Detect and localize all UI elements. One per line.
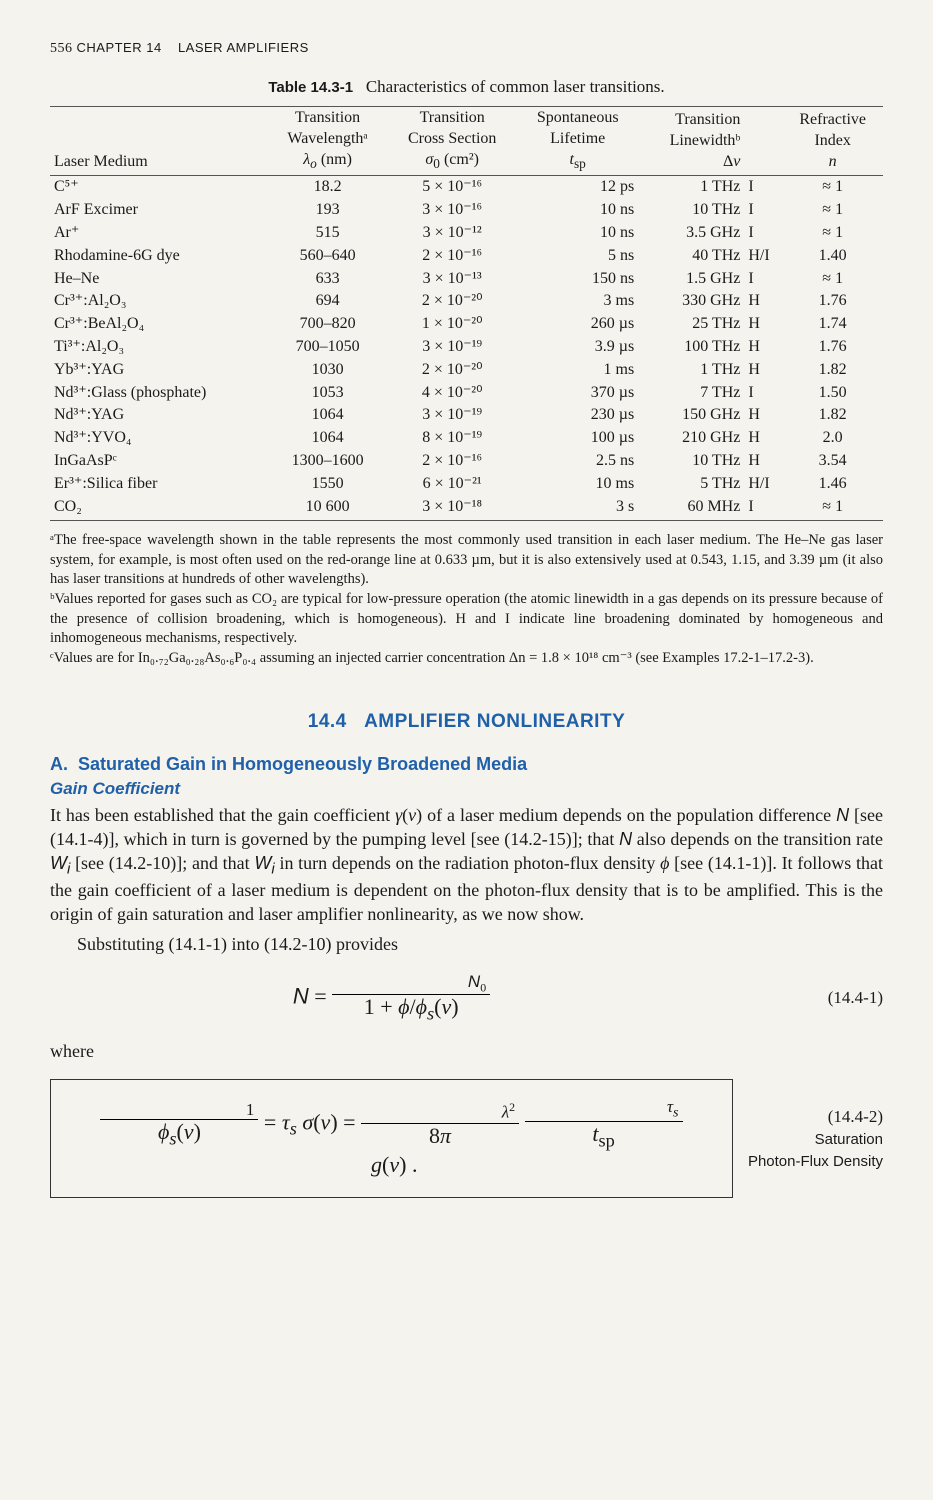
subsection-heading: A. Saturated Gain in Homogeneously Broad…	[50, 753, 883, 776]
section-heading: 14.4 AMPLIFIER NONLINEARITY	[50, 710, 883, 735]
footnote-c: ᶜValues are for In₀.₇₂Ga₀.₂₈As₀.₆P₀.₄ as…	[50, 649, 883, 669]
table-row: Nd³⁺:YAG10643 × 10⁻¹⁹230 µs150 GHzH1.82	[50, 404, 883, 427]
table-header-row: Laser Medium Transition Wavelengthᵃ λo (…	[50, 107, 883, 174]
table-row: He–Ne6333 × 10⁻¹³150 ns1.5 GHzI≈ 1	[50, 268, 883, 291]
where-text: where	[50, 1040, 883, 1064]
paragraph-1: It has been established that the gain co…	[50, 804, 883, 926]
table-row: CO₂10 6003 × 10⁻¹⁸3 s60 MHzI≈ 1	[50, 496, 883, 519]
chapter-label: CHAPTER 14	[77, 40, 162, 55]
paragraph-2: Substituting (14.1-1) into (14.2-10) pro…	[50, 933, 883, 957]
table-caption: Table 14.3-1 Characteristics of common l…	[50, 76, 883, 98]
table-row: Rhodamine-6G dye560–6402 × 10⁻¹⁶5 ns40 T…	[50, 245, 883, 268]
table-row: Ti³⁺:Al₂O₃700–10503 × 10⁻¹⁹3.9 µs100 THz…	[50, 336, 883, 359]
table-row: C⁵⁺18.25 × 10⁻¹⁶12 ps1 THzI≈ 1	[50, 176, 883, 199]
footnotes: ᵃThe free-space wavelength shown in the …	[50, 531, 883, 668]
eq2-caption1: Saturation	[815, 1131, 883, 1148]
laser-table: Laser Medium Transition Wavelengthᵃ λo (…	[50, 106, 883, 521]
table-row: Cr³⁺:BeAl₂O₄700–8201 × 10⁻²⁰260 µs25 THz…	[50, 313, 883, 336]
equation-14-4-1: N = N0 1 + ϕ/ϕs(ν) (14.4-1)	[50, 973, 883, 1024]
footnote-b: ᵇValues reported for gases such as CO₂ a…	[50, 590, 883, 649]
table-row: Nd³⁺:Glass (phosphate)10534 × 10⁻²⁰370 µ…	[50, 382, 883, 405]
page-number: 556	[50, 41, 73, 56]
equation-14-4-2: 1 ϕs(ν) = τs σ(ν) = λ2 8π τs tsp g(ν) . …	[50, 1079, 883, 1198]
table-row: Ar⁺5153 × 10⁻¹²10 ns3.5 GHzI≈ 1	[50, 222, 883, 245]
table-row: Yb³⁺:YAG10302 × 10⁻²⁰1 ms1 THzH1.82	[50, 359, 883, 382]
footnote-a: ᵃThe free-space wavelength shown in the …	[50, 531, 883, 590]
boxed-equation: 1 ϕs(ν) = τs σ(ν) = λ2 8π τs tsp g(ν) .	[50, 1079, 733, 1198]
table-row: Nd³⁺:YVO₄10648 × 10⁻¹⁹100 µs210 GHzH2.0	[50, 427, 883, 450]
table-row: InGaAsPᶜ1300–16002 × 10⁻¹⁶2.5 ns10 THzH3…	[50, 450, 883, 473]
chapter-title: LASER AMPLIFIERS	[178, 40, 309, 55]
page-header: 556 CHAPTER 14 LASER AMPLIFIERS	[50, 40, 883, 58]
gain-coefficient-heading: Gain Coefficient	[50, 778, 883, 800]
table-row: ArF Excimer1933 × 10⁻¹⁶10 ns10 THzI≈ 1	[50, 199, 883, 222]
eq2-caption2: Photon-Flux Density	[748, 1153, 883, 1170]
table-row: Er³⁺:Silica fiber15506 × 10⁻²¹10 ms5 THz…	[50, 473, 883, 496]
table-caption-text: Characteristics of common laser transiti…	[366, 77, 665, 96]
eq-number: (14.4-1)	[733, 987, 883, 1009]
eq2-number: (14.4-2)	[828, 1107, 883, 1126]
table-row: Cr³⁺:Al₂O₃6942 × 10⁻²⁰3 ms330 GHzH1.76	[50, 290, 883, 313]
table-label: Table 14.3-1	[268, 79, 353, 96]
